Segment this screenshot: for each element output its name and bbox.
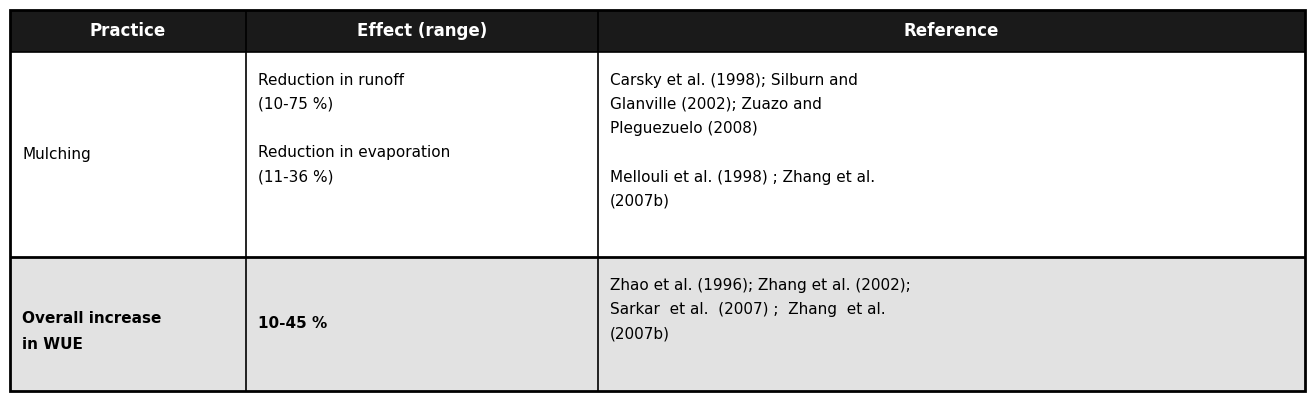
Text: (2007b): (2007b) <box>610 194 669 209</box>
Text: Overall increase: Overall increase <box>22 311 162 326</box>
Bar <box>11 52 1304 257</box>
Text: (10-75 %): (10-75 %) <box>258 97 333 112</box>
Text: Mulching: Mulching <box>22 147 91 162</box>
Text: (2007b): (2007b) <box>610 326 669 341</box>
Text: Reduction in evaporation: Reduction in evaporation <box>258 145 450 160</box>
Text: Reduction in runoff: Reduction in runoff <box>258 73 404 87</box>
Text: Glanville (2002); Zuazo and: Glanville (2002); Zuazo and <box>610 97 822 112</box>
Text: Effect (range): Effect (range) <box>356 22 487 40</box>
Text: Zhao et al. (1996); Zhang et al. (2002);: Zhao et al. (1996); Zhang et al. (2002); <box>610 277 911 293</box>
Text: Reference: Reference <box>903 22 999 40</box>
Bar <box>11 257 1304 391</box>
Text: 10-45 %: 10-45 % <box>258 316 327 332</box>
Text: Sarkar  et al.  (2007) ;  Zhang  et al.: Sarkar et al. (2007) ; Zhang et al. <box>610 302 885 317</box>
Text: (11-36 %): (11-36 %) <box>258 170 333 184</box>
Text: in WUE: in WUE <box>22 337 83 352</box>
Text: Pleguezuelo (2008): Pleguezuelo (2008) <box>610 121 757 136</box>
Text: Mellouli et al. (1998) ; Zhang et al.: Mellouli et al. (1998) ; Zhang et al. <box>610 170 874 184</box>
Text: Practice: Practice <box>89 22 166 40</box>
Text: Carsky et al. (1998); Silburn and: Carsky et al. (1998); Silburn and <box>610 73 857 87</box>
Bar <box>11 10 1304 52</box>
